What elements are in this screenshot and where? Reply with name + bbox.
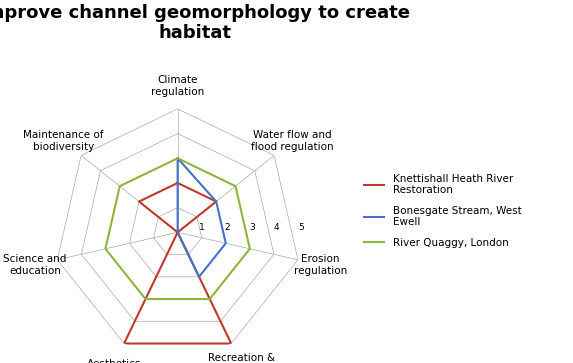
Text: 1: 1 [199, 223, 205, 232]
Text: 5: 5 [298, 223, 304, 232]
Text: Improve channel geomorphology to create
habitat: Improve channel geomorphology to create … [0, 4, 410, 42]
Legend: Knettishall Heath River
Restoration, Bonesgate Stream, West
Ewell, River Quaggy,: Knettishall Heath River Restoration, Bon… [360, 170, 525, 251]
Text: 3: 3 [249, 223, 254, 232]
Text: 4: 4 [273, 223, 279, 232]
Text: 2: 2 [224, 223, 230, 232]
